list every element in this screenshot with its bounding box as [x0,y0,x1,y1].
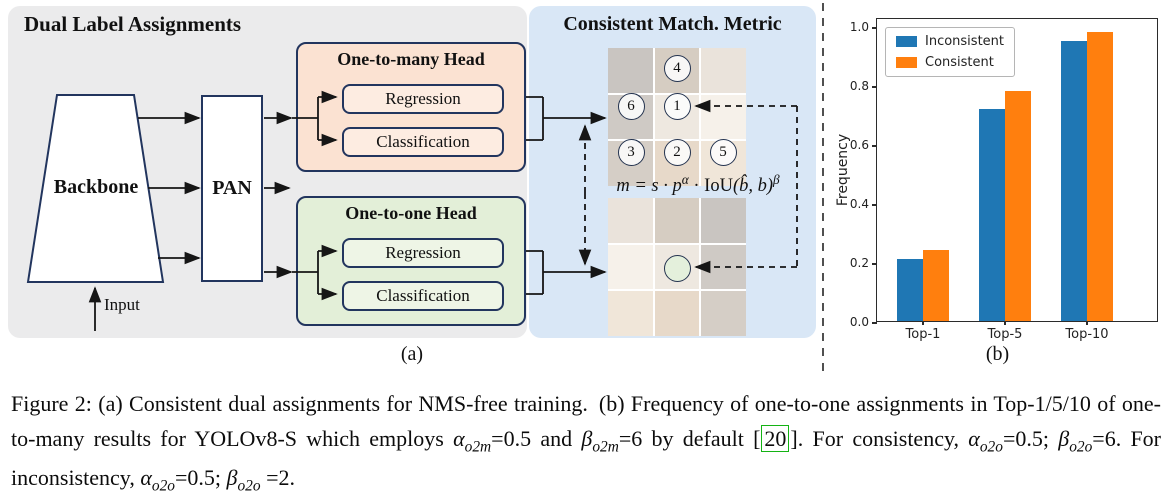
caption-text: =0.5; [174,465,227,491]
one-to-one-head-title: One-to-one Head [345,203,477,223]
anchor-circle [663,254,691,282]
math-symbol: α [140,465,152,491]
legend-item-inconsistent: Inconsistent [896,34,1004,49]
y-tick-label: 0.2 [849,256,869,270]
y-tick-label: 0.6 [849,138,869,152]
caption-text: =2. [260,465,295,491]
bar-inconsistent-top-1 [897,259,923,321]
anchor-circle: 5 [709,138,737,166]
math-subscript: o2o [979,438,1003,456]
x-tick-mark [922,321,924,325]
matching-metric-formula: m = s · pα · IoU(b̂, b)β [588,172,808,197]
caption-text: =6 by default [ [618,426,761,452]
math-symbol: β [226,465,238,491]
formula-args: (b̂, b) [732,176,774,197]
image-cell [608,198,653,243]
image-cell [701,198,746,243]
citation-link-20[interactable]: 20 [761,425,790,453]
image-cell [701,48,746,93]
one-to-many-head-title: One-to-many Head [337,49,485,69]
formula-beta: β [773,172,780,187]
formula-iou: IoU [704,176,733,197]
y-tick-label: 0.0 [849,315,869,329]
math-subscript: o2m [592,438,619,456]
formula-lhs: m = s · p [616,176,682,197]
y-tick-mark [872,27,877,29]
math-subscript: o2o [151,477,175,495]
math-subscript: o2o [237,477,261,495]
y-tick-label: 0.8 [849,79,869,93]
caption-text: =0.5 and [491,426,582,452]
y-tick-mark [872,322,877,324]
bar-inconsistent-top-5 [979,108,1005,321]
one-to-many-head: One-to-many Head Regression Classificati… [296,42,526,172]
x-tick-mark [1086,321,1088,325]
pan-box: PAN [201,95,263,282]
x-tick-mark [1004,321,1006,325]
o2o-classification-box: Classification [342,281,504,311]
chart-legend: Inconsistent Consistent [885,27,1016,77]
o2m-regression-box: Regression [342,84,504,114]
bar-consistent-top-1 [923,250,949,321]
y-tick-mark [872,86,877,88]
o2o-regression-box: Regression [342,238,504,268]
x-tick-label: Top-10 [1065,327,1109,342]
y-tick-mark [872,145,877,147]
y-tick-mark [872,263,877,265]
bar-inconsistent-top-10 [1061,40,1087,321]
image-cell [701,94,746,140]
math-symbol: α [453,426,465,452]
anchor-circle: 1 [663,92,691,120]
legend-swatch-consistent [896,57,917,68]
metric-panel-title: Consistent Match. Metric [563,13,782,35]
bar-consistent-top-5 [1005,90,1031,321]
backbone-label: Backbone [53,176,139,198]
caption-text: ]. For consistency, [790,426,969,452]
panel-a-title: Dual Label Assignments [24,12,242,36]
panel-b-label: (b) [985,343,1010,365]
x-tick-label: Top-5 [987,327,1023,342]
image-cell [701,291,746,336]
image-cell [608,48,653,93]
input-label: Input [104,295,140,314]
legend-label-consistent: Consistent [925,55,994,70]
figure-caption: Figure 2: (a) Consistent dual assignment… [11,386,1161,499]
image-cell [654,291,700,336]
formula-cdot: · [688,176,705,197]
bottom-image-grid [608,198,746,336]
math-subscript: o2o [1069,438,1093,456]
caption-text: =6. For inconsistency, [11,426,1162,491]
legend-label-inconsistent: Inconsistent [925,34,1005,49]
y-tick-mark [872,204,877,206]
anchor-circle: 2 [663,138,691,166]
legend-swatch-inconsistent [896,36,917,47]
formula-alpha: α [681,172,689,187]
o2m-classification-box: Classification [342,127,504,157]
image-cell [701,244,746,290]
one-to-one-head: One-to-one Head Regression Classificatio… [296,196,526,326]
anchor-circle: 3 [617,138,645,166]
bar-consistent-top-10 [1087,31,1113,321]
panel-a-label: (a) [400,343,424,365]
legend-item-consistent: Consistent [896,55,1004,70]
math-symbol: β [1058,426,1070,452]
math-symbol: β [581,426,593,452]
anchor-circle: 4 [663,54,691,82]
caption-text: =0.5; [1002,426,1059,452]
image-cell [654,198,700,243]
caption-text: Figure 2: (a) Consistent dual assignment… [11,391,1161,452]
anchor-circle: 6 [617,92,645,120]
image-cell [608,244,653,290]
x-tick-label: Top-1 [905,327,941,342]
y-tick-label: 1.0 [849,20,869,34]
math-subscript: o2m [464,438,492,456]
image-cell [608,291,653,336]
math-symbol: α [968,426,980,452]
plot-area: Inconsistent Consistent 0.0 0.2 0.4 0.6 0.8 1… [850,18,1158,342]
y-tick-label: 0.4 [849,197,869,211]
